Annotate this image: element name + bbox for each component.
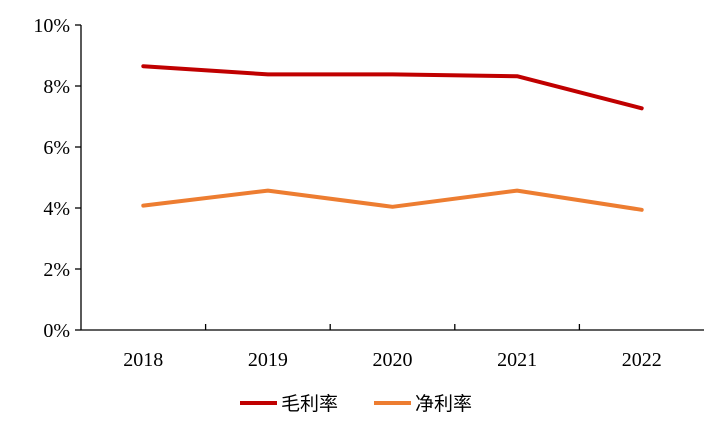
- legend-label-2: 净利率: [415, 393, 472, 415]
- series-line-2: [141, 188, 644, 212]
- y-tick-label: 2%: [43, 259, 70, 281]
- x-tick-label: 2022: [622, 349, 662, 371]
- x-tick-label: 2021: [497, 349, 537, 371]
- y-tick-label: 4%: [43, 198, 70, 220]
- x-tick-label: 2018: [123, 349, 163, 371]
- y-tick-label: 8%: [43, 76, 70, 98]
- y-tick-label: 10%: [33, 15, 70, 37]
- axes: 0% 2% 4% 6% 8% 10% 2018 2019 2020 2021 2022: [33, 15, 704, 371]
- legend: 毛利率 净利率: [240, 393, 472, 415]
- series-lines: [141, 64, 644, 212]
- legend-label-1: 毛利率: [281, 393, 338, 415]
- x-tick-label: 2020: [373, 349, 413, 371]
- series-line-1: [141, 64, 644, 111]
- x-tick-label: 2019: [248, 349, 288, 371]
- y-tick-label: 0%: [43, 320, 70, 342]
- y-tick-label: 6%: [43, 137, 70, 159]
